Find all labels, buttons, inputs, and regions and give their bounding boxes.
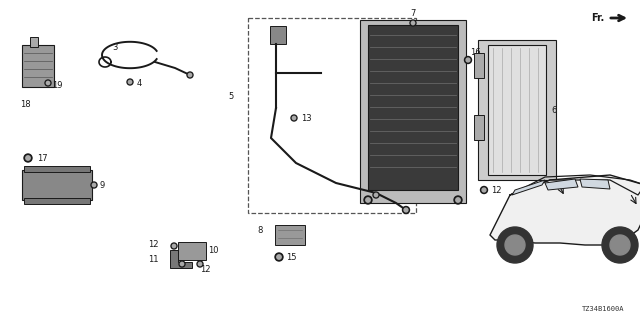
Text: 7: 7 [410,9,416,18]
Text: 12: 12 [491,186,502,195]
Bar [478,40,556,180]
Text: 15: 15 [286,252,296,261]
Circle shape [198,262,202,266]
Bar [178,242,206,260]
Text: 10: 10 [208,245,218,254]
Circle shape [24,154,32,162]
Circle shape [172,244,175,248]
Circle shape [277,255,281,259]
Text: 13: 13 [301,114,312,123]
Circle shape [505,235,525,255]
Text: 4: 4 [137,78,142,87]
Bar [22,170,92,200]
Circle shape [481,187,488,194]
Bar [248,18,416,213]
Bar [24,166,90,172]
Circle shape [127,79,133,85]
Circle shape [412,21,415,25]
Circle shape [129,80,132,84]
Circle shape [92,183,95,187]
Text: 17: 17 [37,154,47,163]
Bar [22,45,54,87]
Text: 5: 5 [228,92,234,100]
Circle shape [410,20,416,26]
Circle shape [197,261,203,267]
Bar [474,115,484,140]
Polygon shape [545,179,578,190]
Bar [488,45,546,175]
Text: 18: 18 [20,100,31,109]
Circle shape [46,81,50,85]
Circle shape [275,253,283,261]
Polygon shape [580,179,610,189]
Circle shape [373,192,379,198]
Circle shape [454,196,462,204]
Circle shape [403,206,410,213]
Circle shape [26,156,30,160]
Circle shape [482,188,486,192]
Circle shape [602,227,638,263]
Text: 16: 16 [470,47,481,57]
Circle shape [180,262,184,266]
Circle shape [466,58,470,62]
Bar [275,225,305,245]
Bar [360,20,466,203]
Circle shape [45,80,51,86]
Text: 3: 3 [112,43,117,52]
Bar [368,25,458,190]
Text: 6: 6 [551,106,556,115]
Text: TZ34B1600A: TZ34B1600A [582,306,624,312]
Circle shape [364,196,372,204]
Circle shape [366,198,370,202]
Text: 9: 9 [100,180,105,189]
Text: 12: 12 [200,265,211,274]
Polygon shape [170,250,192,268]
Text: 11: 11 [148,255,159,265]
Circle shape [497,227,533,263]
Bar [270,26,286,44]
Text: 19: 19 [52,81,63,90]
Circle shape [91,182,97,188]
Text: 14: 14 [383,190,394,199]
Circle shape [179,261,185,267]
Text: 12: 12 [148,239,159,249]
Polygon shape [490,175,640,245]
Circle shape [404,208,408,212]
Circle shape [291,115,297,121]
Circle shape [188,73,191,77]
Polygon shape [512,180,545,195]
Circle shape [187,72,193,78]
Text: Fr.: Fr. [591,13,604,23]
Bar [30,37,38,47]
Circle shape [171,243,177,249]
Bar [474,53,484,78]
Bar [24,198,90,204]
Circle shape [292,116,296,120]
Circle shape [465,57,472,63]
Circle shape [456,198,460,202]
Circle shape [610,235,630,255]
Circle shape [374,193,378,197]
Text: 8: 8 [258,226,263,235]
